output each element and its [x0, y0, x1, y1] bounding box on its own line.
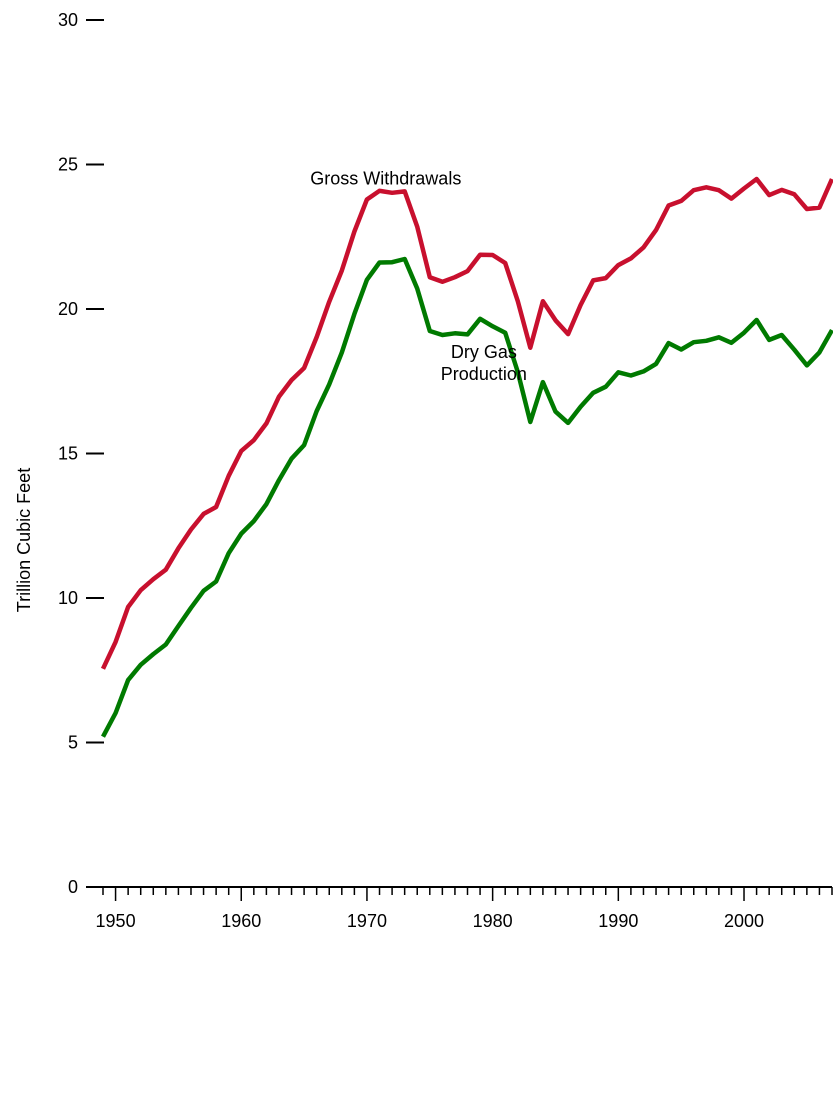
- y-tick-label: 5: [68, 733, 78, 753]
- series-line-dry-gas-production: [101, 256, 833, 738]
- y-tick-label: 30: [58, 10, 78, 30]
- x-tick-label: 1950: [96, 911, 136, 931]
- x-tick-label: 1970: [347, 911, 387, 931]
- x-tick-label: 2000: [724, 911, 764, 931]
- x-tick-label: 1960: [221, 911, 261, 931]
- y-axis: 0 5 10 15 20 25 30: [58, 10, 104, 897]
- annotation-layer: Gross Withdrawals Dry Gas Production: [310, 169, 527, 384]
- x-tick-label: 1990: [598, 911, 638, 931]
- y-tick-label: 25: [58, 155, 78, 175]
- y-tick-label: 10: [58, 588, 78, 608]
- series-annotation: Dry Gas Production: [441, 342, 527, 384]
- series-line-gross-withdrawals: [100, 176, 833, 670]
- x-axis: 1950 1960 1970 1980 1990 2000: [86, 886, 833, 931]
- x-tick-label: 1980: [473, 911, 513, 931]
- y-tick-label: 0: [68, 877, 78, 897]
- series-layer: [100, 176, 833, 738]
- y-tick-label: 20: [58, 299, 78, 319]
- y-axis-label: Trillion Cubic Feet: [14, 468, 34, 612]
- y-tick-label: 15: [58, 444, 78, 464]
- series-annotation: Gross Withdrawals: [310, 169, 461, 189]
